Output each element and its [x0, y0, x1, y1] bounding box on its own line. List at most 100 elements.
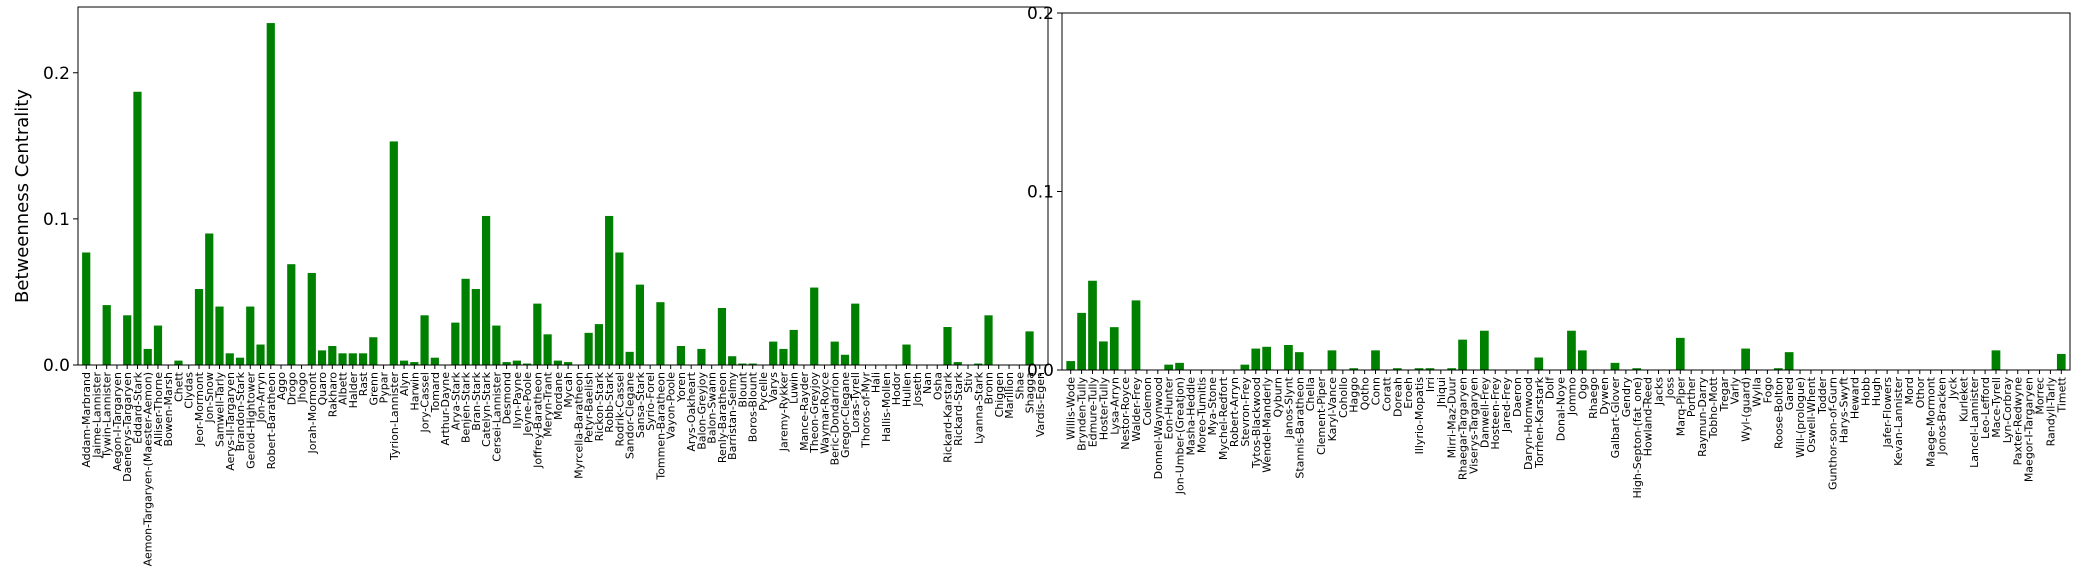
x-tick-label: Jorah-Mormont — [306, 371, 319, 454]
x-tick-label: Catelyn-Stark — [480, 371, 493, 447]
plot-frame — [77, 6, 1049, 366]
x-tick-label: Aegon-I-Targaryen — [111, 372, 124, 471]
x-tick-label: Cohollo — [1337, 377, 1350, 418]
bar-grenn — [369, 337, 378, 365]
x-tick-label: Renly-Baratheon — [716, 372, 729, 463]
bar-catelyn-stark — [482, 215, 491, 365]
x-tick-label: Dolf — [1544, 376, 1557, 399]
x-tick-label: Rodrik-Cassel — [613, 372, 626, 447]
bar-harwin — [410, 362, 419, 365]
bar-ogo — [1577, 350, 1587, 370]
bar-gared — [1784, 352, 1794, 370]
bar-jaremy-rykker — [779, 348, 788, 365]
bar-ilyn-payne — [512, 360, 521, 365]
y-tick-label: 0.0 — [43, 356, 70, 376]
x-tick-label: Karyl-Vance — [1326, 377, 1339, 442]
x-tick-label: Qotho — [1359, 377, 1372, 411]
x-tick-label: Rickon-Stark — [593, 371, 606, 441]
x-tick-label: Wylla — [1750, 377, 1763, 407]
bar-rodrik-cassel — [615, 252, 624, 365]
x-tick-label: Waymar-Royce — [818, 372, 831, 454]
x-tick-label: Myrcella-Baratheon — [572, 372, 585, 479]
x-tick-label: Gendry — [1620, 377, 1633, 418]
x-tick-label: Jaremy-Rykker — [777, 372, 790, 453]
x-tick-label: Masha-Heddle — [1184, 377, 1197, 456]
x-tick-label: Stiv — [962, 372, 975, 393]
x-tick-label: Chett — [172, 371, 185, 402]
bar-barristan-selmy — [728, 356, 737, 365]
x-tick-label: Jared-Frey — [1500, 377, 1513, 434]
x-tick-label: Harys-Swyft — [1838, 376, 1851, 443]
x-tick-label: Pycelle — [757, 372, 770, 411]
x-tick-label: Petyr-Baelish — [583, 372, 596, 443]
x-tick-label: Aggo — [275, 372, 288, 400]
x-tick-label: Bowen-Marsh — [162, 372, 175, 446]
x-tick-label: Hullen — [900, 372, 913, 407]
x-tick-label: Jon-Umber-(Greatjon) — [1174, 377, 1187, 495]
bar-stevron-frey — [1240, 364, 1250, 370]
bar-tommen-baratheon — [656, 302, 665, 365]
bar-eon-hunter — [1164, 364, 1174, 370]
y-tick-label: 0.1 — [43, 210, 70, 230]
x-tick-label: Robert-Baratheon — [265, 372, 278, 469]
x-tick-label: Randyll-Tarly — [2044, 377, 2057, 447]
x-tick-label: Jaime-Lannister — [90, 372, 103, 459]
bar-sandor-clegane — [625, 351, 634, 365]
chart-panel-2: 0.0 0.1 0.2 Willis-WodeBrynden-TullyEdmure-… — [1027, 4, 2071, 498]
x-tick-label: Clement-Piper — [1315, 377, 1328, 455]
x-tick-label: Haggo — [1348, 377, 1361, 413]
x-tick-label: Barristan-Selmy — [726, 372, 739, 460]
bar-eddard-stark — [133, 91, 142, 365]
bar-yoren — [676, 346, 686, 365]
bar-addam-marbrand — [82, 252, 91, 365]
x-tick-label: Raymun-Darry — [1696, 377, 1709, 457]
bar-hoster-tully — [1099, 341, 1108, 370]
x-tick-label: Mycah — [562, 372, 575, 408]
y-tick-label: 0.2 — [43, 64, 70, 84]
bar-lysa-arryn — [1109, 327, 1119, 370]
x-tick-label: Robert-Arryn — [1228, 377, 1241, 447]
x-tick-label: Boros-Blount — [747, 371, 760, 442]
bar-edmure-tully — [1088, 280, 1097, 370]
x-tick-label: Tobho-Mott — [1707, 376, 1720, 439]
x-tick-label: Donnel-Waynwood — [1152, 377, 1165, 479]
x-tick-label: Albett — [337, 371, 350, 405]
x-tick-label: Joseth — [911, 372, 924, 407]
x-tick-label: Eddard-Stark — [131, 371, 144, 443]
bar-robb-stark — [605, 215, 614, 365]
x-tick-label: Vayon-Poole — [665, 372, 678, 439]
bar-beric-dondarrion — [830, 341, 839, 365]
x-tick-label: Brandon-Stark — [234, 371, 247, 451]
x-tick-label: Aerys-II-Targaryen — [224, 372, 237, 471]
x-tick-label: Arya-Stark — [449, 371, 462, 430]
x-tick-label: Walder-Frey — [1130, 377, 1143, 442]
x-tick-label: Meryn-Trant — [542, 371, 555, 437]
x-tick-label: Hobb — [1859, 377, 1872, 406]
bar-jon-umber-(greatjon) — [1175, 362, 1184, 370]
x-tick-label: Lyn-Corbray — [2001, 377, 2014, 444]
x-tick-label: Illyrio-Mopatis — [1413, 377, 1426, 455]
bar-mycah — [564, 362, 573, 365]
x-tick-label: Rast — [357, 371, 370, 396]
x-tick-label: Nan — [921, 372, 934, 394]
x-tick-label: Thoros-of-Myr — [859, 372, 872, 449]
x-tick-label: Aemon-Targaryen-(Maester-Aemon) — [142, 372, 155, 566]
x-tick-label: Howland-Reed — [1642, 377, 1655, 456]
bar-aemon-targaryen-(maester-aemon) — [143, 348, 152, 365]
x-tick-label: Quaro — [316, 372, 329, 406]
x-tick-label: Othor — [1914, 377, 1927, 409]
x-tick-label: Rickard-Karstark — [942, 371, 955, 463]
x-tick-label: Benjen-Stark — [460, 371, 473, 443]
x-tick-label: Jory-Cassel — [419, 372, 432, 434]
x-tick-label: Bronn — [983, 372, 996, 405]
x-tick-label: Tyrion-Lannister — [388, 372, 401, 461]
x-tick-label: Maege-Mormont — [1925, 376, 1938, 467]
x-tick-label: Syrio-Forel — [644, 372, 657, 431]
bar-meryn-trant — [543, 334, 552, 365]
bar-daenerys-targaryen — [123, 315, 132, 365]
x-tick-label: Gerold-Hightower — [244, 372, 257, 469]
x-tick-label: Viserys-Targaryen — [1467, 377, 1480, 474]
bar-rast — [358, 353, 368, 365]
y-axis-label: Betweenness Centrality — [12, 89, 33, 303]
